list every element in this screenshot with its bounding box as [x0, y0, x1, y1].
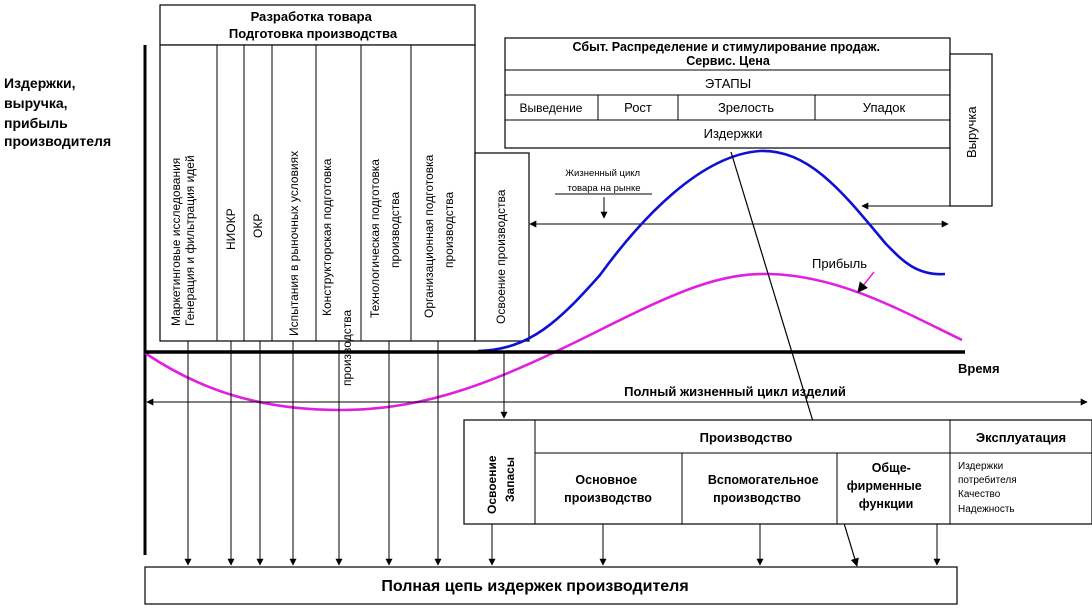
time-label: Время	[958, 361, 1000, 376]
profit-pointer	[857, 271, 875, 293]
revenue-box	[949, 53, 993, 207]
svg-text:Маркетинговые исследованияГене: Маркетинговые исследованияГенерация и фи…	[169, 155, 197, 326]
phase-decline: Упадок	[863, 100, 906, 115]
auxiliary-production: Вспомогательное производство	[708, 473, 822, 505]
stage-niokr: НИОКР	[224, 208, 238, 250]
market-title: Сбыт. Распределение и стимулирование про…	[573, 40, 884, 68]
svg-text:Выручка: Выручка	[964, 106, 979, 158]
revenue-curve	[477, 149, 946, 353]
market-lifecycle-label: Жизненный цикл товара на рынке	[565, 168, 642, 194]
svg-text:Технологическая подготовкапрои: Технологическая подготовка производства	[368, 159, 402, 318]
footer-label: Полная цепь издержек производителя	[381, 578, 688, 595]
phase-maturity: Зрелость	[718, 100, 774, 115]
y-axis-label: Издержки, выручка, прибыль производителя	[4, 75, 111, 149]
revenue-label: Выручка	[964, 106, 979, 158]
stages-label: ЭТАПЫ	[705, 76, 751, 91]
stage-market-testing: Испытания в рыночных условиях	[287, 151, 301, 336]
svg-text:Конструкторская подготовкапрои: Конструкторская подготовкапроизводства	[320, 158, 354, 386]
svg-text:ОКР: ОКР	[251, 214, 265, 238]
phase-growth: Рост	[624, 100, 652, 115]
stage-okr: ОКР	[251, 214, 265, 238]
stage-technological-preparation: Технологическая подготовка производства	[368, 159, 402, 318]
svg-text:Освоение производства: Освоение производства	[494, 189, 508, 324]
cost-arrows	[184, 341, 941, 566]
stage-design-preparation: Конструкторская подготовкапроизводства	[320, 158, 354, 386]
full-lifecycle-label: Полный жизненный цикл изделий	[624, 384, 846, 399]
stage-organizational-preparation: Организационная подготовка производства	[422, 154, 456, 318]
development-stages: Маркетинговые исследованияГенерация и фи…	[159, 44, 476, 386]
profit-label: Прибыль	[812, 256, 867, 271]
production-table	[463, 419, 1092, 525]
footer-box	[144, 566, 958, 605]
mastery-stocks-cell: Освоение Запасы	[485, 455, 517, 514]
stage-marketing-research: Маркетинговые исследованияГенерация и фи…	[169, 155, 197, 326]
costs-label: Издержки	[704, 126, 763, 141]
exploitation-items: Издержки потребителя Качество Надежность	[958, 461, 1019, 515]
svg-text:НИОКР: НИОКР	[224, 208, 238, 250]
phase-introduction: Выведение	[520, 101, 583, 115]
development-header: Разработка товара Подготовка производств…	[229, 9, 398, 41]
mastery-column	[474, 152, 530, 342]
svg-text:Испытания в рыночных условиях: Испытания в рыночных условиях	[287, 151, 301, 336]
general-functions: Обще- фирменные функции	[847, 461, 926, 511]
svg-text:Организационная подготовкапрои: Организационная подготовка производства	[422, 154, 456, 318]
exploitation-header: Эксплуатация	[976, 430, 1066, 445]
production-header: Производство	[700, 430, 793, 445]
main-production: Основное производство	[564, 473, 652, 505]
market-table	[504, 37, 951, 149]
stage-production-mastery: Освоение производства	[494, 189, 508, 324]
